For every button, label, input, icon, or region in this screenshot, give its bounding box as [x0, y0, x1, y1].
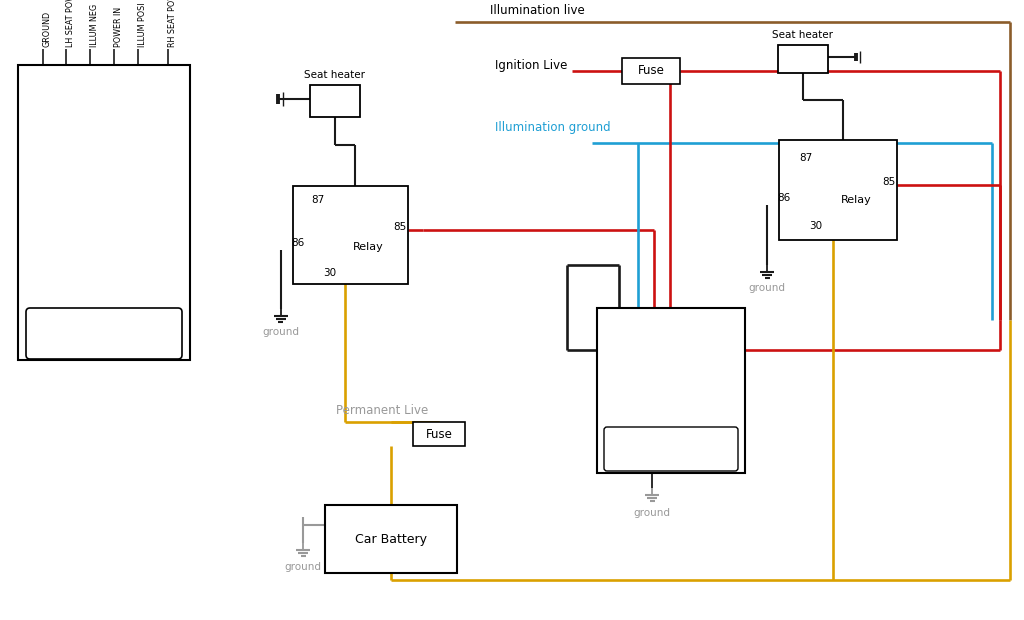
Bar: [622, 58, 680, 84]
Text: LH SEAT POWER: LH SEAT POWER: [66, 0, 75, 47]
Bar: [18, 65, 190, 360]
Text: 85: 85: [883, 177, 896, 187]
Bar: [779, 140, 897, 240]
Text: Seat heater: Seat heater: [772, 30, 834, 40]
Bar: [778, 45, 828, 73]
Bar: [293, 186, 408, 284]
Text: Seat heater: Seat heater: [304, 70, 366, 80]
Text: 85: 85: [393, 222, 407, 232]
Text: Fuse: Fuse: [638, 64, 665, 78]
Text: 86: 86: [777, 193, 791, 203]
Text: ground: ground: [749, 283, 785, 293]
Text: Illumination ground: Illumination ground: [495, 122, 610, 135]
Text: GROUND: GROUND: [43, 11, 52, 47]
Text: 86: 86: [291, 238, 304, 248]
FancyBboxPatch shape: [26, 308, 182, 359]
Text: Relay: Relay: [352, 242, 383, 252]
Bar: [597, 308, 745, 473]
Text: ILLUM POSI: ILLUM POSI: [138, 2, 147, 47]
Text: 30: 30: [324, 268, 337, 278]
Text: ground: ground: [285, 562, 322, 572]
Text: 30: 30: [809, 221, 822, 231]
Text: Illumination live: Illumination live: [490, 4, 585, 17]
Text: ground: ground: [634, 508, 671, 518]
Text: Relay: Relay: [841, 195, 871, 205]
Text: ILLUM NEG: ILLUM NEG: [90, 4, 99, 47]
Bar: [325, 505, 457, 573]
Text: Car Battery: Car Battery: [355, 533, 427, 546]
Text: ground: ground: [262, 327, 299, 337]
Bar: [413, 422, 465, 446]
Text: POWER IN: POWER IN: [114, 7, 123, 47]
FancyBboxPatch shape: [604, 427, 738, 471]
Text: Ignition Live: Ignition Live: [495, 60, 567, 73]
Text: Fuse: Fuse: [426, 428, 453, 440]
Bar: [310, 85, 360, 117]
Text: 87: 87: [800, 153, 813, 163]
Text: 87: 87: [311, 195, 325, 205]
Text: Permanent Live: Permanent Live: [336, 404, 428, 417]
Text: RH SEAT POWER: RH SEAT POWER: [168, 0, 177, 47]
